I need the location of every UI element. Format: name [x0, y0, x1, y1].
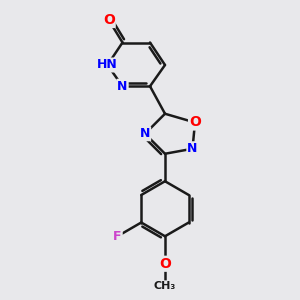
- Text: N: N: [187, 142, 198, 155]
- Text: O: O: [103, 13, 115, 27]
- Text: O: O: [159, 257, 171, 271]
- Text: N: N: [117, 80, 128, 93]
- Text: HN: HN: [97, 58, 118, 71]
- Text: N: N: [140, 127, 150, 140]
- Text: CH₃: CH₃: [154, 281, 176, 291]
- Text: F: F: [113, 230, 122, 243]
- Text: O: O: [189, 116, 201, 130]
